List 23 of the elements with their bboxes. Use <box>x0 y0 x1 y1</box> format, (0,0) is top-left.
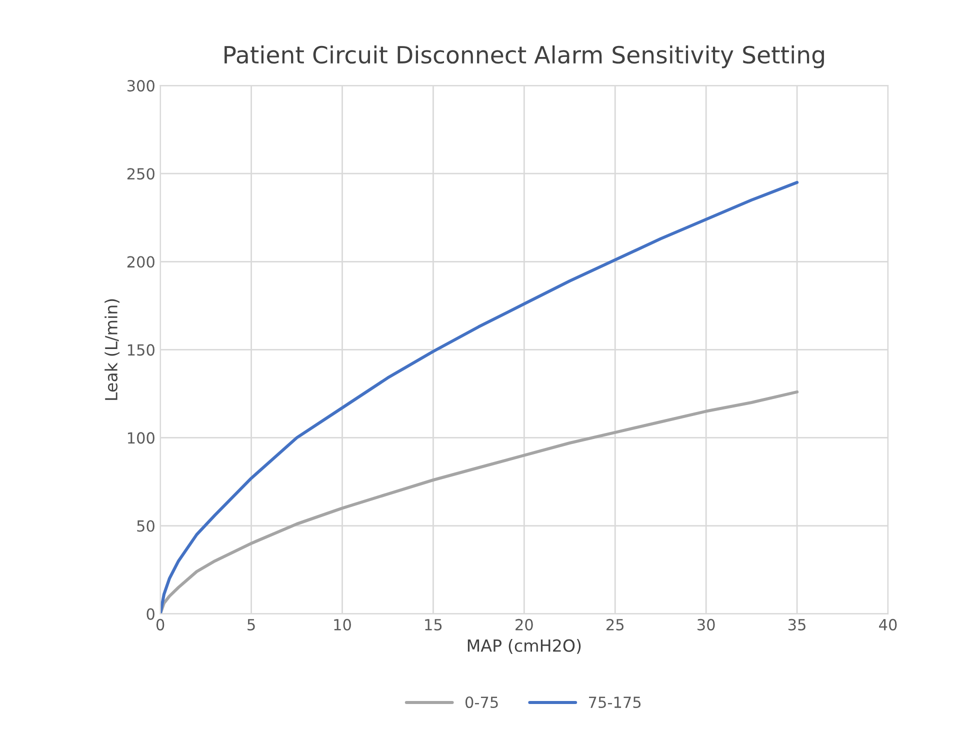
legend-label: 0-75 <box>465 696 498 708</box>
y-tick-label: 200 <box>127 256 154 268</box>
y-tick-label: 250 <box>127 168 154 180</box>
x-tick-label: 10 <box>334 618 351 630</box>
y-axis-title: Leak (L/min) <box>104 299 120 400</box>
x-tick-label: 0 <box>156 618 164 630</box>
x-axis-title: MAP (cmH2O) <box>468 639 581 654</box>
legend-label: 75-175 <box>589 696 641 708</box>
x-tick-label: 35 <box>788 618 806 630</box>
x-tick-label: 20 <box>516 618 533 630</box>
x-tick-label: 40 <box>879 618 897 630</box>
y-tick-label: 50 <box>137 520 154 532</box>
x-tick-label: 25 <box>606 618 624 630</box>
x-tick-label: 15 <box>425 619 442 630</box>
chart-title: Patient Circuit Disconnect Alarm Sensitivity Setting <box>224 45 824 68</box>
line-series <box>160 180 799 614</box>
y-tick-label: 150 <box>128 344 154 356</box>
y-tick-label: 0 <box>146 608 154 620</box>
y-tick-label: 100 <box>128 432 154 444</box>
x-tick-label: 5 <box>248 619 255 630</box>
line-series <box>160 390 799 614</box>
x-tick-label: 30 <box>698 618 715 630</box>
y-tick-label: 300 <box>127 80 154 92</box>
